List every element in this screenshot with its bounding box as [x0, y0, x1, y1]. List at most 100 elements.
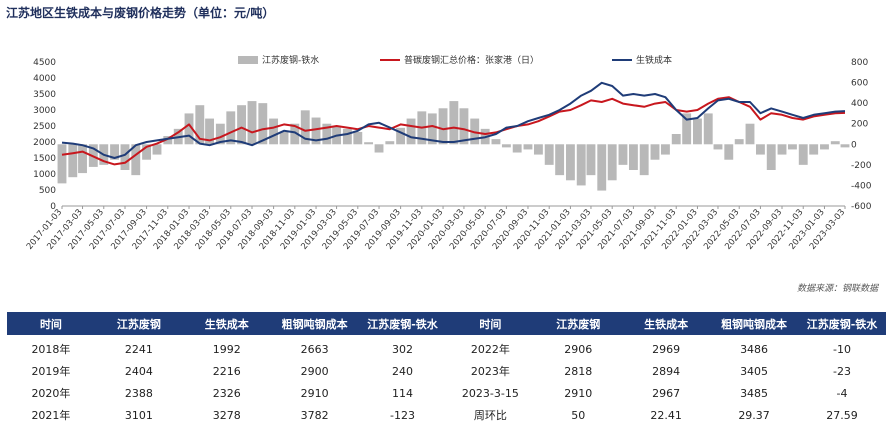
table-cell: -10: [833, 342, 851, 356]
table-cell: 2404: [124, 364, 153, 378]
spread-bar: [279, 131, 289, 145]
table-cell: 2023年: [470, 365, 510, 378]
table-cell: 2019年: [31, 365, 71, 378]
spread-bar: [342, 128, 352, 145]
spread-bar: [322, 123, 332, 145]
spread-bar: [131, 144, 141, 176]
table-cell: 2969: [652, 342, 681, 356]
spread-bar: [734, 139, 744, 145]
table-cell: 27.59: [826, 408, 858, 422]
table-cell: 22.41: [650, 408, 682, 422]
spread-bar: [290, 123, 300, 145]
pigiron-cost-line: [61, 81, 846, 159]
spread-bar: [639, 144, 649, 176]
table-header-cell: 粗钢吨钢成本: [710, 312, 799, 335]
spread-bar: [78, 144, 87, 174]
spread-bar: [163, 136, 173, 145]
legend-label: 普碳废钢汇总价格：张家港（日）: [404, 54, 539, 66]
spread-bar: [597, 144, 607, 191]
table-cell: 240: [392, 364, 413, 378]
table-header-cell: 粗钢吨钢成本: [270, 312, 359, 335]
left-tick-label: 2000: [33, 138, 56, 148]
right-tick-label: -600: [851, 202, 872, 212]
right-tick-label: 200: [851, 120, 868, 130]
table-header-cell: 江苏废钢: [94, 312, 183, 335]
table-cell: 2906: [564, 342, 593, 356]
spread-bar: [798, 144, 808, 165]
spread-bar: [671, 134, 681, 145]
spread-bar: [459, 108, 469, 145]
spread-bar: [565, 144, 575, 181]
table-header-cell: 江苏废钢: [534, 312, 623, 335]
summary-table: 时间 江苏废钢 生铁成本 粗钢吨钢成本 江苏废钢-铁水 时间 江苏废钢 生铁成本 粗钢吨钢成本江…: [7, 312, 886, 426]
table-cell: 3486: [740, 342, 769, 356]
spread-bar: [269, 118, 279, 145]
spread-bar: [745, 123, 755, 145]
spread-bar: [195, 105, 205, 145]
right-tick-label: -200: [851, 161, 872, 171]
table-cell: 2818: [564, 364, 593, 378]
spread-bar: [438, 108, 448, 145]
spread-bar: [491, 139, 501, 145]
table-body: 2018年 2241 1992 2663 302 2022年 2906 2969 3486 -10…: [7, 335, 886, 426]
spread-bar: [385, 141, 395, 145]
spread-bar: [544, 144, 554, 165]
table-cell: 2388: [124, 386, 153, 400]
spread-bar: [110, 144, 119, 160]
spread-bar: [68, 144, 78, 178]
table-cell: 2023-3-15: [461, 386, 519, 400]
spread-bar: [713, 144, 723, 150]
table-cell: 114: [392, 386, 413, 400]
table-cell: 3101: [124, 408, 153, 422]
spread-bar: [353, 131, 363, 145]
table-cell: 2910: [564, 386, 593, 400]
table-cell: -4: [836, 386, 848, 400]
left-tick-label: 1000: [33, 170, 56, 180]
spread-bar: [237, 105, 247, 145]
spread-bar: [533, 144, 543, 155]
right-tick-label: 800: [851, 58, 868, 68]
left-tick-label: 500: [39, 186, 56, 196]
spread-bar: [586, 144, 596, 176]
spread-bar: [755, 144, 765, 155]
spread-bar: [300, 110, 310, 145]
table-row: 2019年 2404 2216 2900 240 2023年 2818 2894 3405 -23: [7, 360, 886, 382]
table-cell: 2900: [300, 364, 329, 378]
spread-bar: [152, 144, 162, 155]
legend-label: 生铁成本: [636, 54, 672, 66]
spread-bar: [501, 144, 511, 148]
table-header-cell: 江苏废钢-铁水: [798, 312, 886, 335]
table-cell: 2018年: [31, 343, 71, 356]
left-tick-label: 1500: [33, 154, 56, 164]
spread-bar: [576, 144, 586, 186]
right-tick-label: 600: [851, 79, 868, 89]
spread-bar: [247, 101, 257, 145]
chart-canvas: 050010001500200025003000350040004500-600…: [25, 54, 872, 252]
spread-bar: [215, 123, 225, 145]
spread-bar: [840, 144, 850, 148]
table-row: 2018年 2241 1992 2663 302 2022年 2906 2969 3486 -10: [7, 335, 886, 360]
spread-bar: [226, 111, 236, 145]
legend-swatch: [238, 56, 258, 64]
table-cell: 3782: [300, 408, 329, 422]
spread-bar: [682, 113, 692, 145]
spread-bar: [427, 113, 437, 145]
left-tick-label: 3000: [33, 106, 56, 116]
table-header-cell: 时间: [7, 312, 95, 335]
spread-bar: [120, 144, 130, 170]
right-tick-label: 0: [851, 140, 857, 150]
spread-bar: [406, 118, 416, 145]
left-tick-label: 4500: [33, 58, 56, 68]
left-tick-label: 0: [50, 202, 56, 212]
table-cell: 2894: [652, 364, 681, 378]
spread-bar: [693, 118, 702, 145]
spread-bar: [205, 118, 214, 145]
spread-bar: [766, 144, 776, 170]
spread-bar: [311, 117, 321, 145]
table-cell: 302: [392, 342, 413, 356]
left-tick-label: 4000: [33, 74, 56, 84]
spread-bar: [142, 144, 152, 160]
table-cell: 周环比: [473, 409, 507, 422]
spread-bar: [703, 113, 713, 145]
spread-bar: [449, 101, 459, 145]
